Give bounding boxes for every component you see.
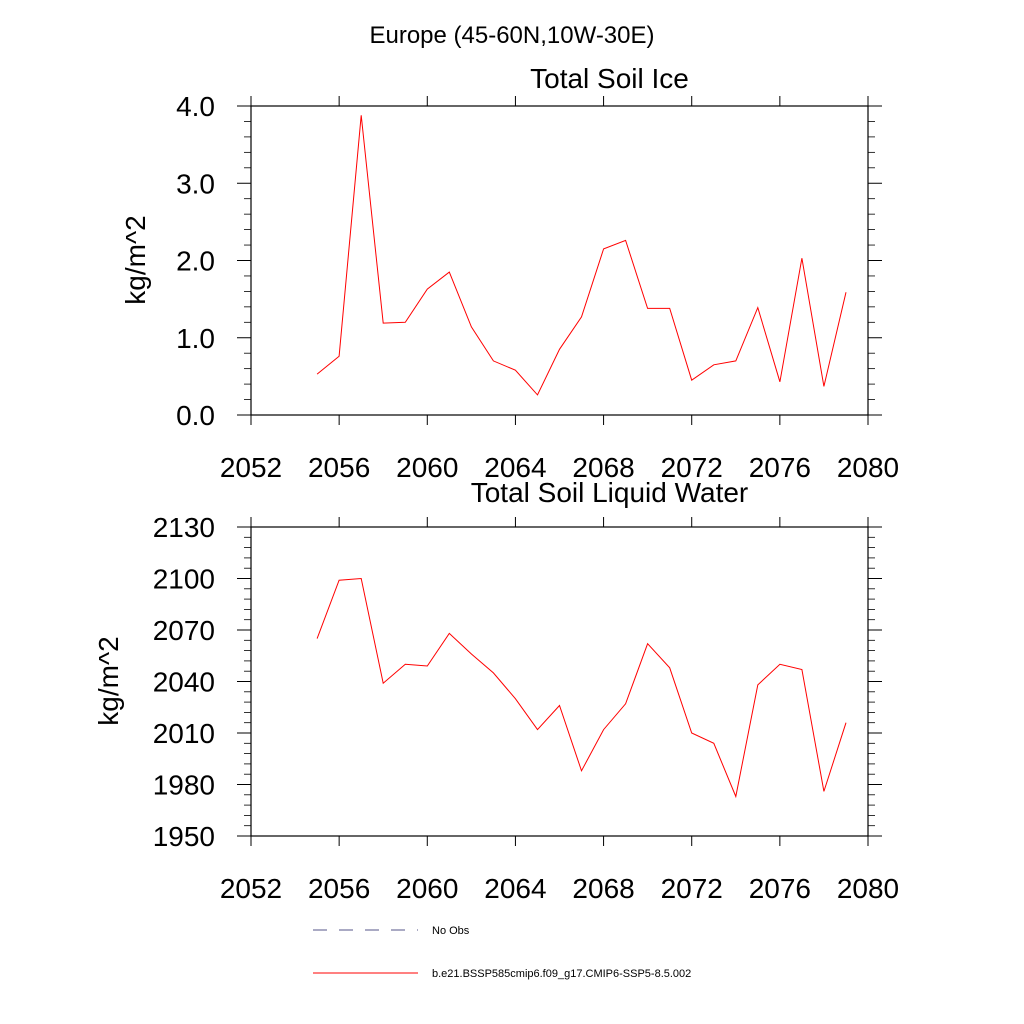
soil-ice-ytick-label: 3.0	[176, 168, 215, 199]
soil-liquid-water-series-line	[316, 577, 847, 799]
soil-ice-xtick-label: 2060	[396, 452, 458, 483]
soil-ice-ylabel: kg/m^2	[120, 215, 151, 304]
legend-model-label: b.e21.BSSP585cmip6.f09_g17.CMIP6-SSP5-8.…	[432, 968, 691, 980]
soil-liquid-water-ytick-label: 1980	[153, 770, 215, 801]
soil-ice-ytick-label: 2.0	[176, 246, 215, 277]
soil-liquid-water-xtick-label: 2076	[749, 873, 811, 904]
soil-liquid-water-xtick-label: 2060	[396, 873, 458, 904]
soil-liquid-water-xtick-label: 2068	[572, 873, 634, 904]
soil-ice-xtick-label: 2064	[484, 452, 546, 483]
soil-ice-xtick-label: 2076	[749, 452, 811, 483]
legend: No Obs b.e21.BSSP585cmip6.f09_g17.CMIP6-…	[313, 925, 691, 980]
soil-liquid-water-title: Total Soil Liquid Water	[471, 477, 749, 508]
soil-ice-xtick-label: 2068	[572, 452, 634, 483]
soil-ice-xtick-label: 2080	[837, 452, 899, 483]
soil-liquid-water-xtick-label: 2052	[220, 873, 282, 904]
soil-ice-title: Total Soil Ice	[530, 63, 689, 94]
soil-liquid-water-xtick-label: 2064	[484, 873, 546, 904]
page-title: Europe (45-60N,10W-30E)	[369, 22, 654, 49]
soil-liquid-water-panel: Total Soil Liquid Water kg/m^2 2052 2056 206…	[93, 477, 899, 904]
legend-no-obs-label: No Obs	[432, 925, 470, 937]
soil-liquid-water-ytick-label: 2040	[153, 667, 215, 698]
soil-liquid-water-ytick-label: 1950	[153, 821, 215, 852]
soil-liquid-water-ytick-label: 2100	[153, 564, 215, 595]
soil-ice-xtick-label: 2072	[661, 452, 723, 483]
soil-liquid-water-xtick-label: 2080	[837, 873, 899, 904]
soil-ice-xtick-label: 2052	[220, 452, 282, 483]
soil-liquid-water-plot-frame	[250, 526, 869, 837]
soil-ice-ytick-label: 1.0	[176, 323, 215, 354]
soil-ice-ytick-label: 0.0	[176, 400, 215, 431]
soil-liquid-water-ytick-label: 2130	[153, 512, 215, 543]
soil-ice-plot-frame	[250, 105, 869, 416]
soil-liquid-water-ylabel: kg/m^2	[93, 636, 124, 725]
soil-ice-panel: Total Soil Ice kg/m^2 2052 2056 2060 2064 2068…	[120, 63, 899, 483]
soil-liquid-water-ytick-label: 2010	[153, 718, 215, 749]
soil-liquid-water-xtick-label: 2072	[661, 873, 723, 904]
soil-liquid-water-ytick-label: 2070	[153, 615, 215, 646]
soil-ice-ytick-label: 4.0	[176, 91, 215, 122]
soil-liquid-water-xtick-label: 2056	[308, 873, 370, 904]
soil-ice-series-line	[316, 115, 847, 396]
soil-ice-xtick-label: 2056	[308, 452, 370, 483]
